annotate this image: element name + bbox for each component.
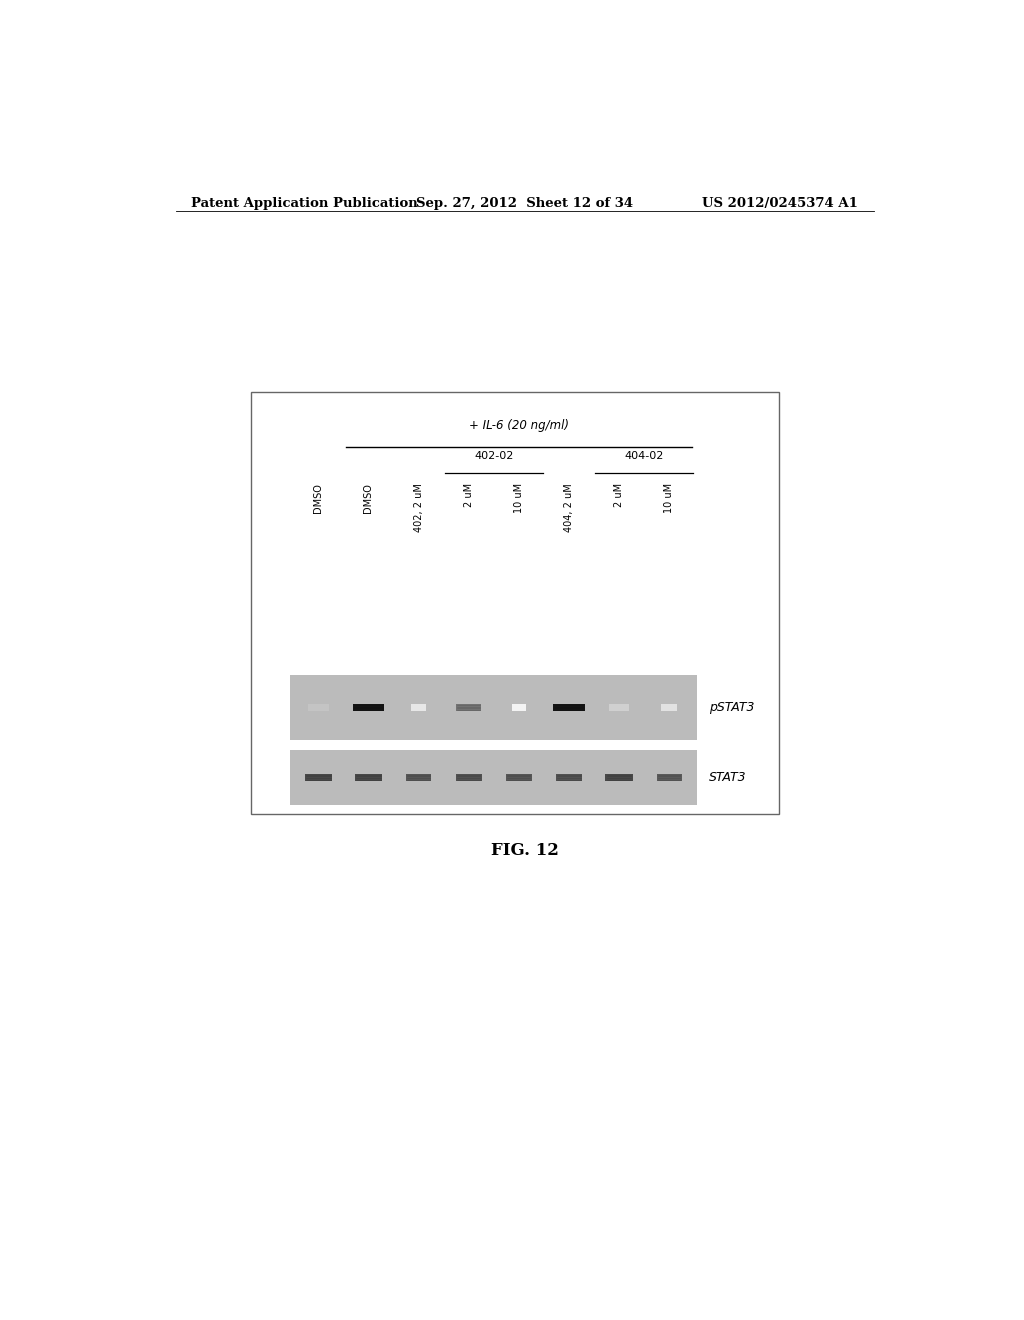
Text: Sep. 27, 2012  Sheet 12 of 34: Sep. 27, 2012 Sheet 12 of 34: [416, 197, 634, 210]
Text: US 2012/0245374 A1: US 2012/0245374 A1: [702, 197, 858, 210]
Bar: [605, 774, 633, 780]
Bar: [307, 704, 329, 711]
Bar: [662, 704, 678, 711]
Text: 2 uM: 2 uM: [614, 483, 624, 507]
Bar: [512, 704, 525, 711]
Bar: [556, 774, 582, 780]
Text: + IL-6 (20 ng/ml): + IL-6 (20 ng/ml): [469, 420, 569, 432]
Bar: [411, 704, 426, 711]
Bar: [553, 704, 585, 711]
Bar: [657, 774, 682, 780]
Text: 10 uM: 10 uM: [665, 483, 674, 513]
Bar: [406, 774, 431, 780]
Bar: [456, 704, 481, 711]
Text: pSTAT3: pSTAT3: [709, 701, 754, 714]
Text: 402, 2 uM: 402, 2 uM: [414, 483, 424, 532]
Bar: [609, 704, 629, 711]
Text: Patent Application Publication: Patent Application Publication: [191, 197, 418, 210]
Bar: [506, 774, 531, 780]
Bar: [251, 392, 778, 814]
Text: DMSO: DMSO: [313, 483, 324, 512]
Bar: [354, 774, 382, 780]
Bar: [290, 750, 697, 805]
Text: 2 uM: 2 uM: [464, 483, 474, 507]
Text: DMSO: DMSO: [364, 483, 374, 512]
Text: 404, 2 uM: 404, 2 uM: [564, 483, 574, 532]
Text: 404-02: 404-02: [625, 450, 664, 461]
Text: 10 uM: 10 uM: [514, 483, 524, 513]
Bar: [304, 774, 332, 780]
Bar: [456, 774, 481, 780]
Text: 402-02: 402-02: [474, 450, 513, 461]
Text: STAT3: STAT3: [709, 771, 746, 784]
Bar: [290, 675, 697, 741]
Bar: [353, 704, 384, 711]
Text: FIG. 12: FIG. 12: [490, 842, 559, 859]
